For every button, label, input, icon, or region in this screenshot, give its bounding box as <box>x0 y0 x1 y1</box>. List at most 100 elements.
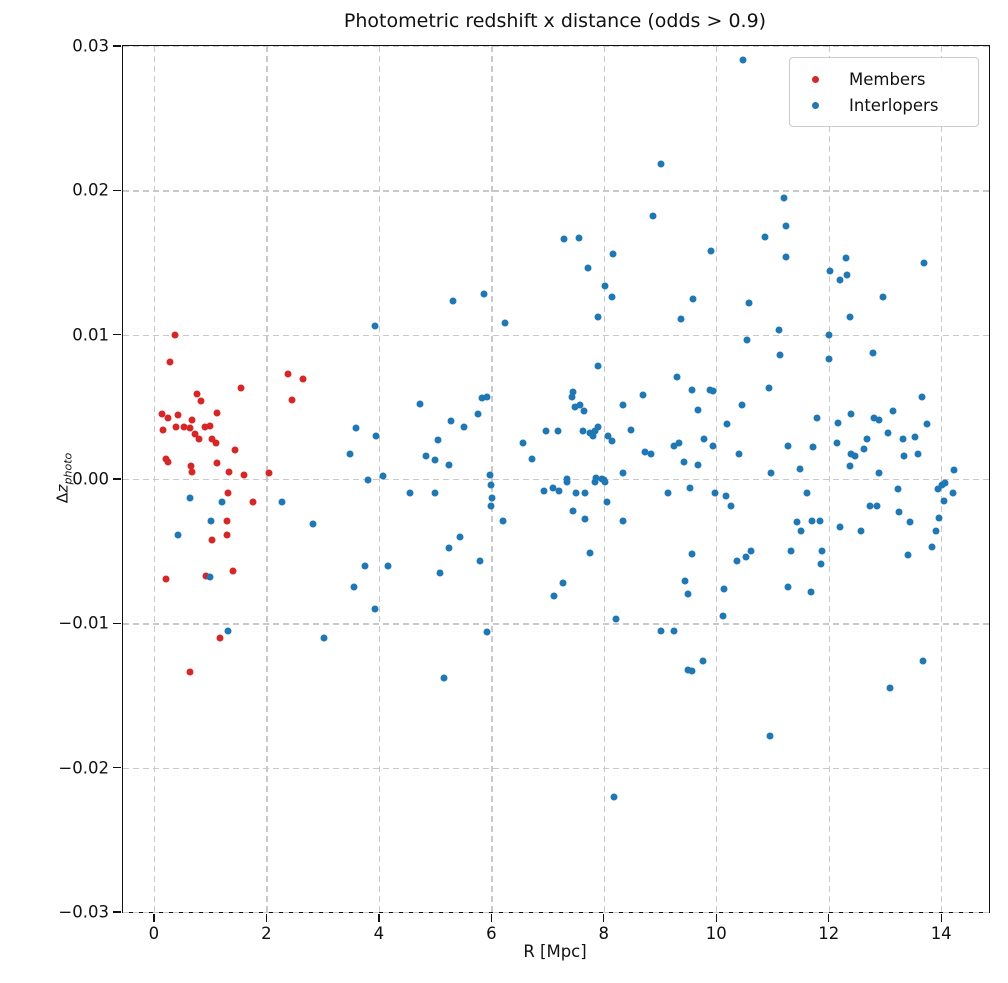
scatter-point-interlopers <box>581 489 589 497</box>
scatter-point-members <box>158 410 166 418</box>
y-gridline <box>123 912 989 914</box>
scatter-point-members <box>162 575 170 583</box>
scatter-point-interlopers <box>478 394 486 402</box>
scatter-point-interlopers <box>920 259 928 266</box>
scatter-point-interlopers <box>816 517 824 525</box>
scatter-point-members <box>225 468 233 476</box>
scatter-point-interlopers <box>554 427 562 435</box>
scatter-point-interlopers <box>745 299 753 307</box>
x-tick-label: 4 <box>373 924 385 943</box>
scatter-point-interlopers <box>563 478 571 486</box>
scatter-point-members <box>195 435 203 443</box>
scatter-point-members <box>240 471 248 479</box>
scatter-point-interlopers <box>776 351 784 359</box>
y-gridline <box>123 479 989 481</box>
scatter-point-interlopers <box>711 489 719 497</box>
scatter-point-interlopers <box>610 793 618 801</box>
scatter-point-interlopers <box>580 407 588 415</box>
scatter-point-interlopers <box>612 615 620 623</box>
scatter-point-interlopers <box>932 527 940 535</box>
scatter-point-interlopers <box>278 498 286 506</box>
x-tick-mark <box>828 914 830 922</box>
scatter-point-members <box>180 423 188 431</box>
scatter-point-interlopers <box>738 401 746 409</box>
scatter-point-interlopers <box>371 322 379 330</box>
scatter-point-interlopers <box>320 634 328 642</box>
x-tick-label: 6 <box>486 924 497 943</box>
scatter-point-interlopers <box>767 469 775 477</box>
scatter-point-interlopers <box>594 423 602 431</box>
scatter-point-members <box>208 536 216 544</box>
scatter-point-interlopers <box>780 194 788 202</box>
scatter-point-interlopers <box>733 557 741 565</box>
scatter-point-interlopers <box>843 271 851 279</box>
scatter-point-interlopers <box>445 461 453 469</box>
x-tick-mark <box>378 914 380 922</box>
x-tick-label: 14 <box>930 924 952 943</box>
scatter-point-interlopers <box>851 452 859 460</box>
scatter-point-interlopers <box>875 469 883 477</box>
scatter-point-interlopers <box>568 393 576 401</box>
scatter-point-interlopers <box>826 267 834 275</box>
scatter-point-members <box>174 411 182 419</box>
scatter-point-interlopers <box>914 450 922 458</box>
scatter-point-interlopers <box>709 387 717 395</box>
scatter-point-interlopers <box>639 391 647 399</box>
x-tick-label: 2 <box>261 924 272 943</box>
y-tick-mark <box>113 766 121 769</box>
scatter-point-interlopers <box>350 583 358 591</box>
legend-label: Members <box>849 69 926 89</box>
scatter-point-members <box>188 416 196 424</box>
x-tick-mark <box>940 914 942 922</box>
members-marker-icon <box>812 75 819 83</box>
scatter-point-interlopers <box>808 517 816 525</box>
y-tick-mark <box>113 189 121 192</box>
scatter-point-interlopers <box>422 452 430 460</box>
scatter-point-interlopers <box>688 386 696 393</box>
scatter-point-interlopers <box>793 518 801 526</box>
scatter-point-interlopers <box>761 233 769 241</box>
scatter-point-interlopers <box>384 562 392 570</box>
scatter-point-members <box>164 414 172 422</box>
scatter-point-interlopers <box>863 435 871 443</box>
scatter-point-interlopers <box>699 657 707 665</box>
scatter-point-interlopers <box>657 160 665 168</box>
scatter-point-interlopers <box>719 612 727 620</box>
scatter-point-interlopers <box>440 674 448 682</box>
scatter-point-interlopers <box>869 349 877 357</box>
scatter-point-interlopers <box>649 212 657 220</box>
scatter-point-interlopers <box>218 498 226 506</box>
scatter-point-interlopers <box>727 502 735 510</box>
scatter-point-interlopers <box>950 466 958 474</box>
y-tick-label: 0.03 <box>72 36 109 56</box>
scatter-point-interlopers <box>584 264 592 272</box>
x-tick-mark <box>603 914 605 922</box>
scatter-point-interlopers <box>860 445 868 453</box>
scatter-point-interlopers <box>911 433 919 441</box>
scatter-point-members <box>201 423 209 431</box>
scatter-point-interlopers <box>866 502 874 510</box>
scatter-point-members <box>216 634 224 642</box>
scatter-point-members <box>213 409 221 417</box>
scatter-point-interlopers <box>371 605 379 613</box>
scatter-point-interlopers <box>571 403 579 411</box>
scatter-point-members <box>224 489 232 497</box>
scatter-point-interlopers <box>174 531 182 539</box>
x-tick-label: 12 <box>818 924 840 943</box>
scatter-point-interlopers <box>747 547 755 555</box>
scatter-point-interlopers <box>928 543 936 551</box>
scatter-point-members <box>188 468 196 476</box>
scatter-point-interlopers <box>782 222 790 230</box>
y-tick-label: −0.03 <box>58 902 109 922</box>
scatter-point-members <box>265 469 273 477</box>
scatter-point-interlopers <box>572 489 580 497</box>
scatter-point-interlopers <box>677 315 685 323</box>
scatter-point-interlopers <box>938 481 946 489</box>
scatter-point-members <box>206 422 214 430</box>
scatter-point-members <box>237 384 245 392</box>
scatter-point-interlopers <box>688 667 696 675</box>
scatter-point-members <box>212 439 220 447</box>
scatter-point-interlopers <box>706 386 714 393</box>
scatter-point-interlopers <box>940 497 948 505</box>
scatter-point-members <box>299 375 307 383</box>
